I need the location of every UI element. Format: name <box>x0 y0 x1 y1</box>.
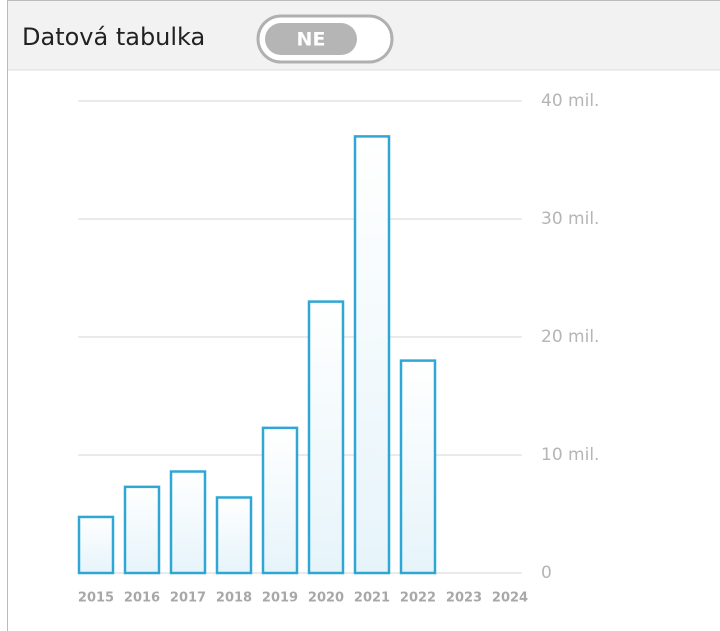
x-tick-label: 2016 <box>124 591 160 606</box>
toggle-knob[interactable] <box>265 23 357 55</box>
bar <box>399 359 437 575</box>
toggle[interactable]: NE <box>256 14 394 64</box>
bar <box>307 300 345 575</box>
x-tick-label: 2017 <box>170 591 206 606</box>
x-tick-label: 2024 <box>492 591 528 606</box>
bar <box>123 485 161 575</box>
x-tick-label: 2020 <box>308 591 344 606</box>
x-tick-label: 2015 <box>78 591 114 606</box>
bar <box>169 470 207 575</box>
x-tick-label: 2018 <box>216 591 252 606</box>
y-tick-label: 40 mil. <box>541 91 599 111</box>
chart: 0 10 mil. 20 mil. 30 mil. 40 mil. 2015 2016 201… <box>77 91 599 606</box>
x-tick-label: 2022 <box>400 591 436 606</box>
toggle-label[interactable]: NE <box>297 29 326 51</box>
y-tick-label: 0 <box>541 563 552 583</box>
x-tick-label: 2021 <box>354 591 390 606</box>
bar <box>215 496 253 575</box>
x-tick-label: 2019 <box>262 591 298 606</box>
y-tick-label: 10 mil. <box>541 445 599 465</box>
x-tick-label: 2023 <box>446 591 482 606</box>
bar <box>77 515 115 575</box>
y-tick-label: 20 mil. <box>541 327 599 347</box>
y-tick-label: 30 mil. <box>541 209 599 229</box>
bar <box>353 135 391 575</box>
bar <box>261 426 299 575</box>
header-title: Datová tabulka <box>22 23 205 51</box>
